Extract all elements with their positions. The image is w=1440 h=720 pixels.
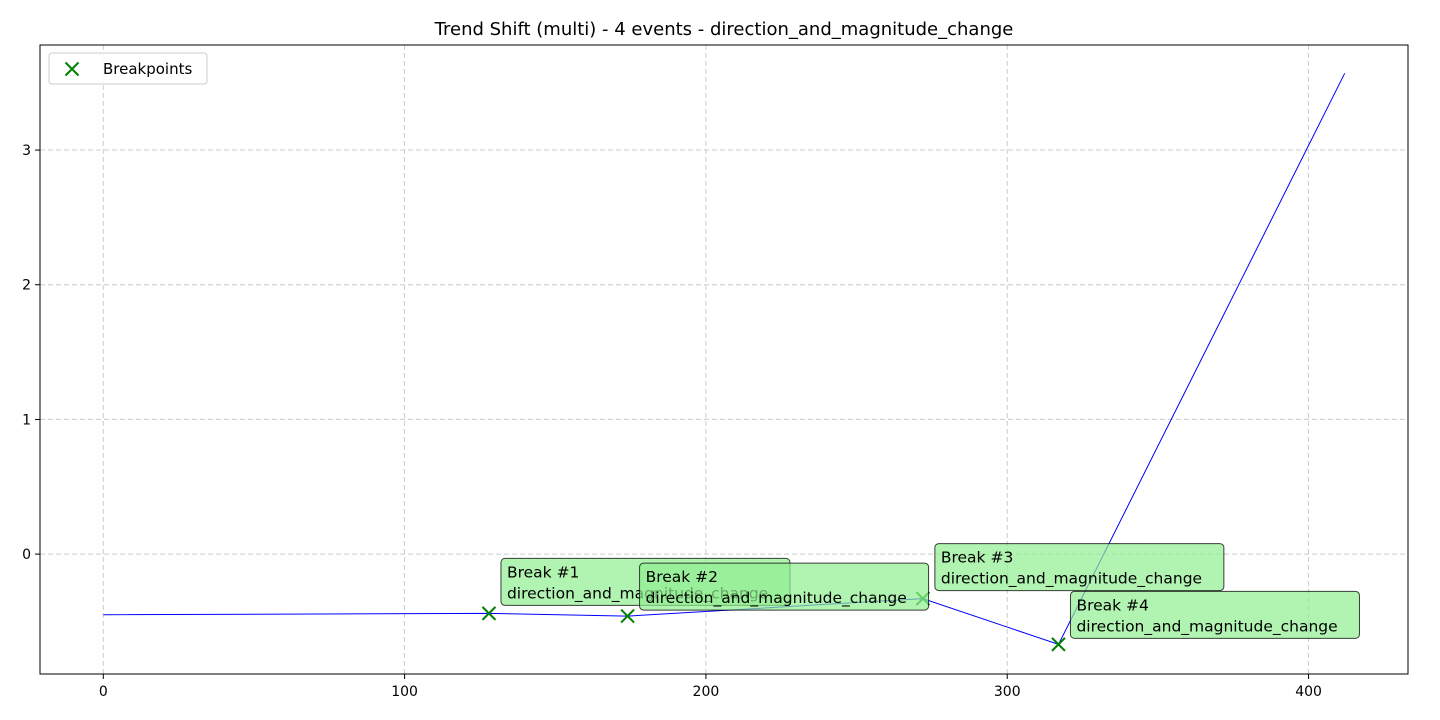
annotation-4: Break #4 direction_and_magnitude_change (1069, 590, 1360, 639)
legend-breakpoints-label: Breakpoints (103, 60, 192, 78)
x-tick-label: 0 (99, 684, 108, 700)
annotation-box (639, 562, 930, 611)
annotation-title: Break #4 (1076, 596, 1148, 614)
breakpoint-marker (481, 606, 497, 621)
plot-frame (39, 44, 1409, 675)
breakpoint-marker (620, 608, 635, 624)
x-tick-label: 400 (1295, 684, 1322, 700)
y-tick-label: 0 (22, 547, 31, 563)
annotation-box (1069, 590, 1360, 639)
x-tick-label: 100 (391, 684, 418, 700)
annotation-title: Break #2 (646, 568, 718, 586)
x-tick-label: 200 (693, 684, 720, 700)
annotation-2: Break #2 direction_and_magnitude_change (639, 562, 930, 611)
legend-marker-cross (64, 61, 80, 77)
annotation-boxes: Break #1direction_and_magnitude_changeBr… (500, 543, 1360, 639)
grid-lines (40, 45, 1408, 674)
legend: Breakpoints (48, 52, 208, 85)
breakpoint-markers (481, 591, 1066, 652)
chart-title: Trend Shift (multi) - 4 events - directi… (434, 19, 1014, 40)
annotation-type: direction_and_magnitude_change (1076, 617, 1337, 636)
breakpoint-marker (1051, 637, 1066, 652)
y-tick-label: 1 (22, 412, 31, 428)
y-tick-label: 2 (22, 278, 31, 294)
axis-ticks: 0 100 200 300 400 0 1 2 3 (22, 143, 1322, 700)
x-tick-label: 300 (994, 684, 1021, 700)
legend-frame (48, 52, 208, 85)
annotation-title: Break #1 (507, 563, 579, 581)
annotation-title: Break #3 (941, 549, 1013, 567)
legend-breakpoints-marker (64, 61, 80, 77)
annotation-type: direction_and_magnitude_change (646, 589, 907, 608)
annotation-box (934, 543, 1225, 592)
annotation-3: Break #3 direction_and_magnitude_change (934, 543, 1225, 592)
annotation-type: direction_and_magnitude_change (941, 570, 1202, 589)
y-tick-label: 3 (22, 143, 31, 159)
